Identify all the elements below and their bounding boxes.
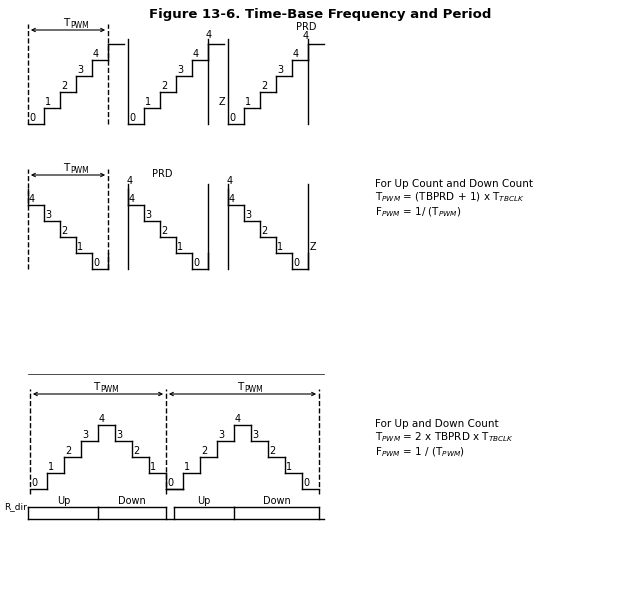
Text: For Up Count and Down Count: For Up Count and Down Count xyxy=(375,179,533,189)
Text: 4: 4 xyxy=(235,414,241,424)
Text: 4: 4 xyxy=(129,194,135,204)
Text: T: T xyxy=(93,382,99,392)
Text: 0: 0 xyxy=(293,258,299,268)
Text: 4: 4 xyxy=(303,31,309,41)
Text: PWM: PWM xyxy=(100,385,119,394)
Text: 0: 0 xyxy=(31,478,37,488)
Text: 0: 0 xyxy=(303,478,309,488)
Text: 4: 4 xyxy=(29,194,35,204)
Text: 2: 2 xyxy=(61,81,67,91)
Text: 4: 4 xyxy=(229,194,235,204)
Text: 0: 0 xyxy=(167,478,173,488)
Text: 2: 2 xyxy=(65,446,71,456)
Text: 1: 1 xyxy=(77,242,83,252)
Text: 4: 4 xyxy=(227,176,233,186)
Text: 3: 3 xyxy=(277,65,283,75)
Text: 1: 1 xyxy=(277,242,283,252)
Text: For Up and Down Count: For Up and Down Count xyxy=(375,419,499,429)
Text: 1: 1 xyxy=(184,462,190,472)
Text: 2: 2 xyxy=(161,81,167,91)
Text: 2: 2 xyxy=(161,226,167,236)
Text: PWM: PWM xyxy=(70,21,88,30)
Text: T: T xyxy=(237,382,244,392)
Text: 1: 1 xyxy=(245,97,251,107)
Text: 1: 1 xyxy=(48,462,54,472)
Text: R_dir: R_dir xyxy=(4,502,27,511)
Text: 2: 2 xyxy=(133,446,139,456)
Text: 4: 4 xyxy=(193,49,199,59)
Text: F$_{PWM}$ = 1/ (T$_{PWM}$): F$_{PWM}$ = 1/ (T$_{PWM}$) xyxy=(375,205,462,219)
Text: T: T xyxy=(63,163,69,173)
Text: 0: 0 xyxy=(229,113,235,123)
Text: 3: 3 xyxy=(116,430,122,440)
Text: 4: 4 xyxy=(99,414,105,424)
Text: Down: Down xyxy=(263,496,290,506)
Text: 3: 3 xyxy=(82,430,88,440)
Text: Z: Z xyxy=(310,242,317,252)
Text: 2: 2 xyxy=(269,446,275,456)
Text: 4: 4 xyxy=(293,49,299,59)
Text: 3: 3 xyxy=(252,430,258,440)
Text: PWM: PWM xyxy=(70,166,88,175)
Text: 3: 3 xyxy=(218,430,224,440)
Text: 1: 1 xyxy=(177,242,183,252)
Text: 0: 0 xyxy=(29,113,35,123)
Text: 2: 2 xyxy=(61,226,67,236)
Text: Z: Z xyxy=(219,97,226,107)
Text: T$_{PWM}$ = (TBPRD + 1) x T$_{TBCLK}$: T$_{PWM}$ = (TBPRD + 1) x T$_{TBCLK}$ xyxy=(375,190,525,204)
Text: 2: 2 xyxy=(261,226,267,236)
Text: 3: 3 xyxy=(245,210,251,220)
Text: PRD: PRD xyxy=(296,22,316,32)
Text: 3: 3 xyxy=(45,210,51,220)
Text: PWM: PWM xyxy=(244,385,263,394)
Text: Up: Up xyxy=(197,496,211,506)
Text: Figure 13-6. Time-Base Frequency and Period: Figure 13-6. Time-Base Frequency and Per… xyxy=(149,8,491,21)
Text: T: T xyxy=(63,18,69,28)
Text: 2: 2 xyxy=(201,446,207,456)
Text: 4: 4 xyxy=(93,49,99,59)
Text: T$_{PWM}$ = 2 x TBPRD x T$_{TBCLK}$: T$_{PWM}$ = 2 x TBPRD x T$_{TBCLK}$ xyxy=(375,430,514,444)
Text: 1: 1 xyxy=(145,97,151,107)
Text: 1: 1 xyxy=(45,97,51,107)
Text: 0: 0 xyxy=(93,258,99,268)
Text: 0: 0 xyxy=(193,258,199,268)
Text: 2: 2 xyxy=(261,81,267,91)
Text: 3: 3 xyxy=(77,65,83,75)
Text: 1: 1 xyxy=(150,462,156,472)
Text: 3: 3 xyxy=(177,65,183,75)
Text: 1: 1 xyxy=(286,462,292,472)
Text: Up: Up xyxy=(57,496,71,506)
Text: F$_{PWM}$ = 1 / (T$_{PWM}$): F$_{PWM}$ = 1 / (T$_{PWM}$) xyxy=(375,445,465,459)
Text: 4: 4 xyxy=(206,30,212,40)
Text: Down: Down xyxy=(118,496,146,506)
Text: 0: 0 xyxy=(129,113,135,123)
Text: 4: 4 xyxy=(127,176,133,186)
Text: PRD: PRD xyxy=(152,169,172,179)
Text: 3: 3 xyxy=(145,210,151,220)
